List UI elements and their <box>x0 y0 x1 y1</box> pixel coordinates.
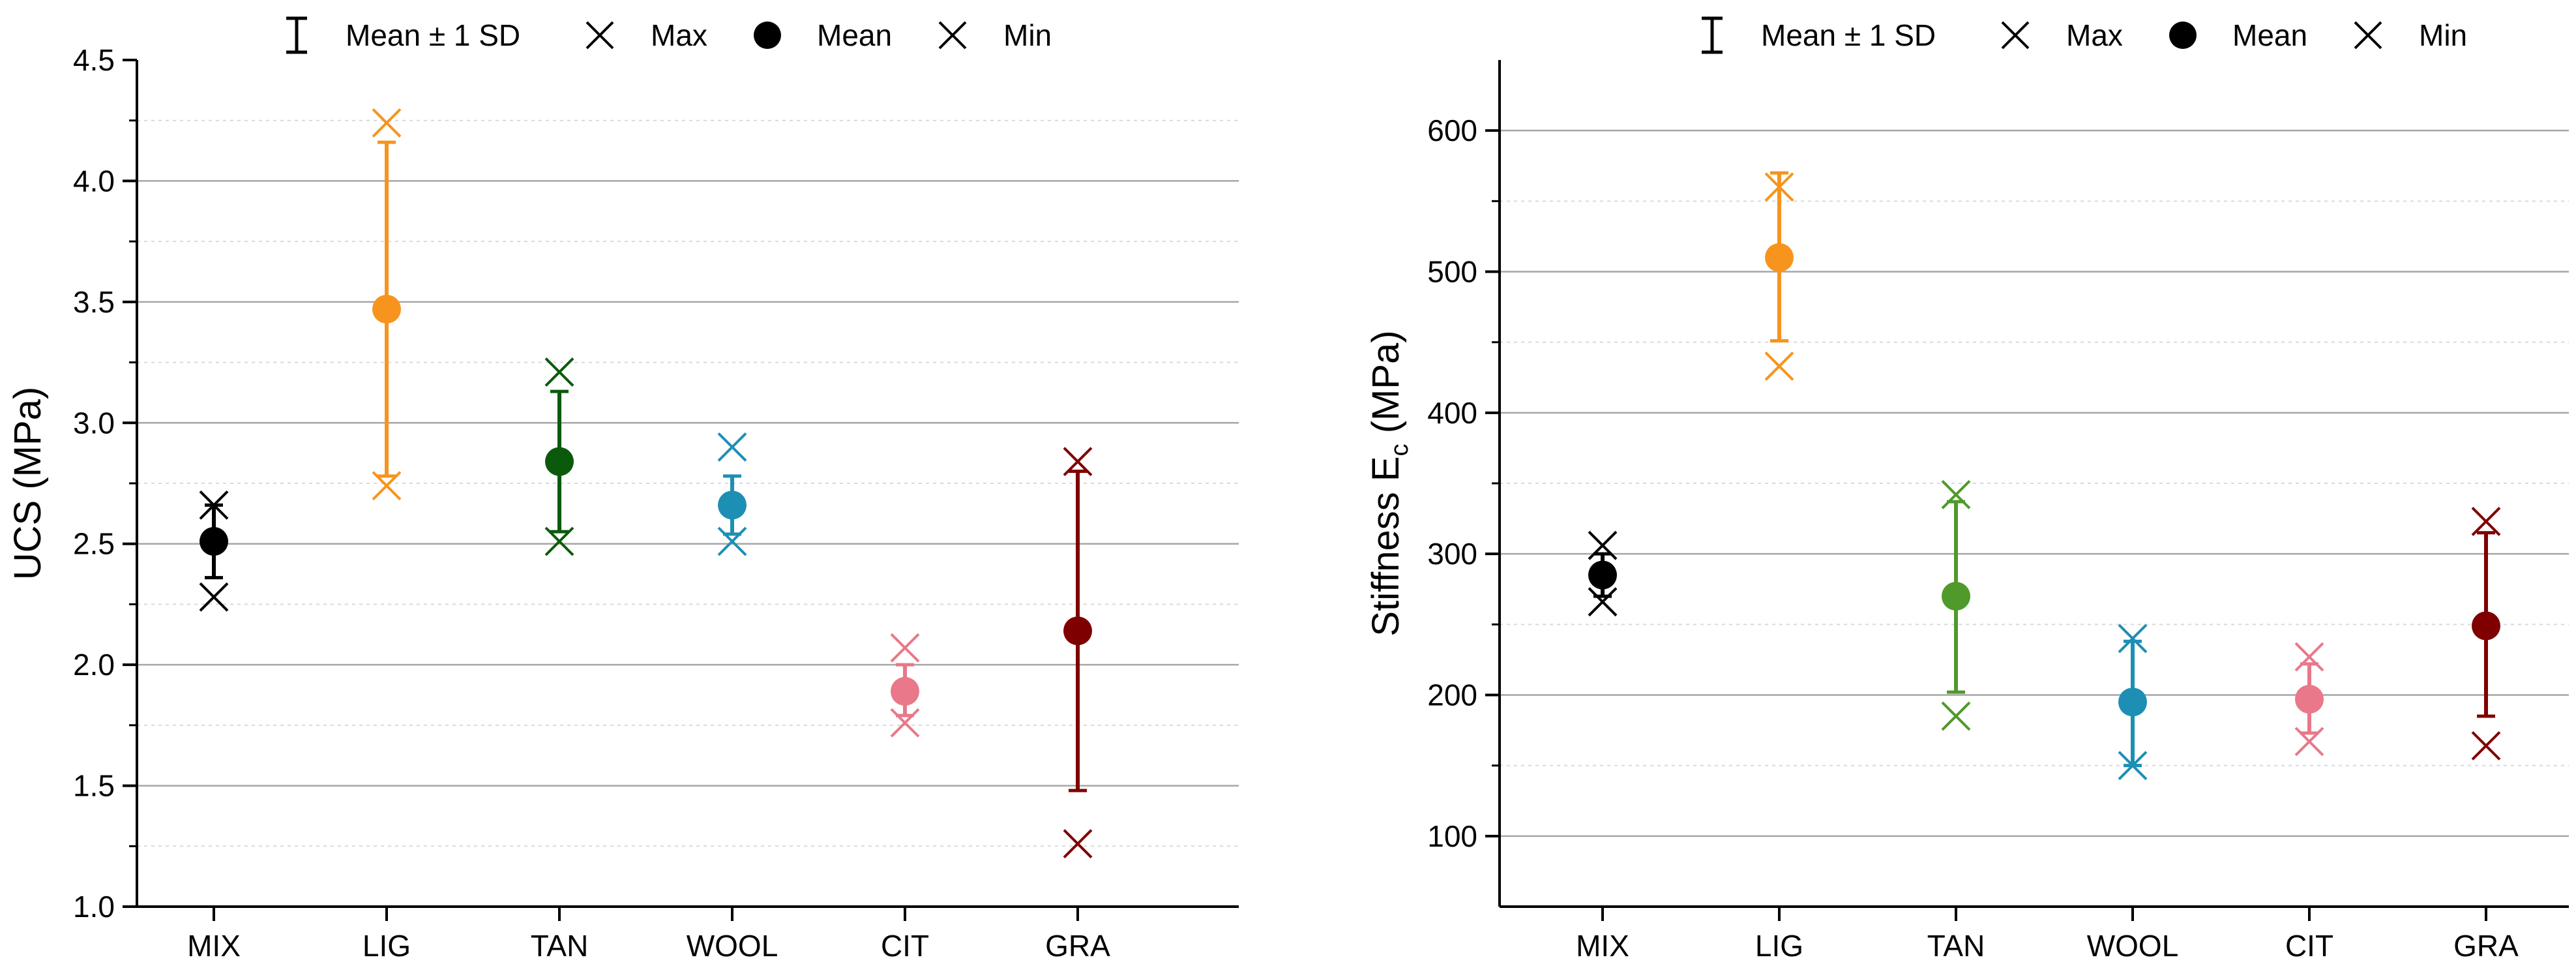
y-axis-title-subscript: c <box>1386 444 1414 456</box>
legend-mean-label: Mean <box>2232 18 2307 52</box>
max-marker <box>2471 506 2501 536</box>
y-tick-label: 200 <box>1427 678 1477 712</box>
min-marker <box>2471 731 2501 761</box>
mean-marker <box>1765 243 1794 272</box>
y-tick-label: 500 <box>1427 255 1477 289</box>
min-marker <box>1764 352 1794 381</box>
mean-marker <box>891 676 919 706</box>
y-tick-label: 2.5 <box>73 527 115 561</box>
y-axis-title-main: UCS (MPa) <box>7 387 49 580</box>
min-marker <box>544 526 574 556</box>
max-marker <box>890 633 920 663</box>
mean-marker <box>2295 684 2324 714</box>
max-marker <box>372 108 402 138</box>
max-marker <box>717 432 747 462</box>
mean-marker <box>1588 560 1617 590</box>
x-tick-label: WOOL <box>687 929 778 963</box>
stiffness-chart: 100 200 300 400 500 600 MIX LIG TAN WOOL CIT GRA St… <box>1365 16 2569 963</box>
legend-mean-icon <box>2169 22 2197 49</box>
legend-mean-label: Mean <box>817 18 892 52</box>
mean-marker <box>372 294 401 324</box>
min-marker <box>717 526 747 556</box>
y-tick-label: 300 <box>1427 537 1477 571</box>
max-marker <box>1588 530 1618 560</box>
y-axis-title: UCS (MPa) <box>7 387 49 580</box>
mean-marker <box>1942 582 1970 611</box>
x-tick-label: MIX <box>187 929 241 963</box>
y-tick-label: 4.0 <box>73 164 115 198</box>
max-marker <box>2294 642 2324 672</box>
legend-max-label: Max <box>651 18 707 52</box>
y-axis-title: Stiffness Ec (MPa) <box>1365 330 1414 636</box>
y-tick-label: 600 <box>1427 113 1477 147</box>
legend-sd-label: Mean ± 1 SD <box>1761 18 1936 52</box>
max-marker <box>1063 447 1093 477</box>
legend: Mean ± 1 SD Max Mean Min <box>1702 16 2467 54</box>
x-tick-label: CIT <box>881 929 929 963</box>
legend: Mean ± 1 SD Max Mean Min <box>286 16 1052 54</box>
y-tick-label: 400 <box>1427 396 1477 430</box>
x-tick-label: GRA <box>2453 929 2519 963</box>
x-tick-label: CIT <box>2285 929 2333 963</box>
y-tick-label: 1.5 <box>73 769 115 803</box>
max-marker <box>2118 624 2148 654</box>
x-tick-label: WOOL <box>2087 929 2179 963</box>
x-tick-label: TAN <box>1927 929 1985 963</box>
legend-max-icon <box>585 21 614 50</box>
max-marker <box>199 490 229 520</box>
legend-sd-label: Mean ± 1 SD <box>346 18 520 52</box>
y-tick-label: 2.0 <box>73 648 115 682</box>
y-tick-label: 4.5 <box>73 43 115 77</box>
x-tick-label: LIG <box>1755 929 1803 963</box>
x-tick-label: TAN <box>531 929 589 963</box>
min-marker <box>1941 701 1971 731</box>
min-marker <box>372 471 402 501</box>
min-marker <box>2118 751 2148 781</box>
min-marker <box>1063 829 1093 858</box>
x-tick-label: GRA <box>1045 929 1110 963</box>
mean-marker <box>200 527 228 556</box>
mean-marker <box>1063 616 1092 646</box>
legend-min-icon <box>938 21 967 50</box>
min-marker <box>1588 587 1618 617</box>
legend-mean-icon <box>754 22 781 49</box>
min-marker <box>2294 727 2324 757</box>
legend-min-label: Min <box>2419 18 2467 52</box>
legend-max-icon <box>2001 21 2030 50</box>
x-tick-label: MIX <box>1576 929 1629 963</box>
y-tick-label: 3.5 <box>73 285 115 319</box>
mean-marker <box>545 447 574 476</box>
y-axis-title-unit: (MPa) <box>1365 330 1407 444</box>
max-marker <box>544 357 574 387</box>
y-tick-label: 100 <box>1427 819 1477 853</box>
x-tick-label: LIG <box>363 929 411 963</box>
min-marker <box>199 582 229 612</box>
min-marker <box>890 708 920 738</box>
mean-marker <box>2472 611 2500 641</box>
ucs-chart: 1.0 1.5 2.0 2.5 3.0 3.5 4.0 4.5 MIX LIG TAN WOOL CIT… <box>7 16 1239 963</box>
max-marker <box>1764 172 1794 202</box>
mean-marker <box>718 491 747 520</box>
legend-min-icon <box>2354 21 2382 50</box>
max-marker <box>1941 479 1971 509</box>
y-tick-label: 3.0 <box>73 406 115 440</box>
y-axis-title-main: Stiffness E <box>1365 456 1407 636</box>
mean-marker <box>2118 687 2147 717</box>
legend-min-label: Min <box>1003 18 1052 52</box>
legend-max-label: Max <box>2066 18 2123 52</box>
y-tick-label: 1.0 <box>73 890 115 924</box>
